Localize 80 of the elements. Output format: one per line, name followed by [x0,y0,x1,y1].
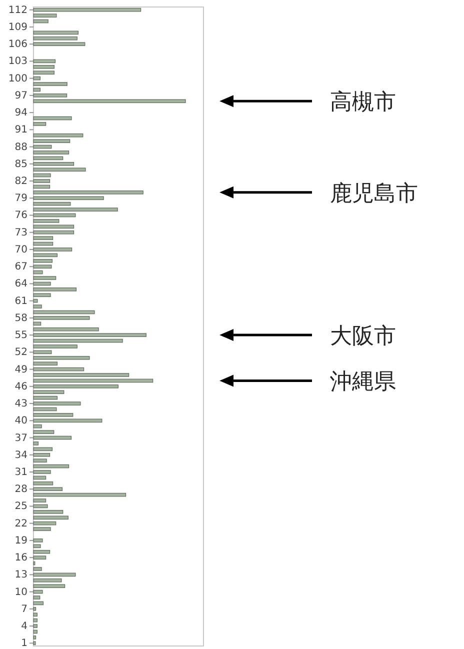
y-tick-label: 112 [8,4,28,16]
bar [33,470,51,474]
bar [33,248,72,252]
bar [33,150,70,154]
bar [33,310,95,314]
y-tick-label: 58 [14,312,28,324]
y-tick-label: 109 [8,22,28,33]
y-tick-label: 13 [14,570,28,581]
bar [33,179,50,183]
bar [33,253,58,258]
y-tick-label: 94 [14,108,28,119]
bar [33,242,54,246]
bar [33,19,48,24]
y-tick-label: 1 [21,638,28,649]
bar [33,396,58,400]
y-tick-label: 79 [14,193,28,204]
y-tick-label: 97 [14,90,28,102]
y-tick-label: 91 [14,124,28,136]
y-tick-label: 88 [14,142,28,153]
y-tick-label: 37 [14,432,28,444]
bar [33,567,42,571]
y-tick-label: 19 [14,535,28,546]
bar [33,144,52,149]
y-tick-label: 85 [14,158,28,170]
y-tick-label: 10 [14,586,28,598]
bar [33,492,126,497]
bar [33,373,130,377]
bar [33,76,40,80]
y-tick-label: 25 [14,501,28,512]
bar [33,59,56,64]
bar [33,590,43,594]
y-tick-label: 16 [14,552,28,564]
bar [33,367,84,372]
y-tick-label: 34 [14,450,28,461]
bar [33,464,70,468]
y-tick-label: 46 [14,381,28,392]
bar [33,402,81,406]
y-tick-label: 31 [14,466,28,478]
bar [33,572,76,577]
y-tick-label: 106 [8,39,28,50]
bar [33,601,44,606]
y-tick-label: 4 [21,621,28,632]
y-tick-label: 64 [14,278,28,290]
y-tick-label: 28 [14,484,28,496]
y-tick-label: 22 [14,518,28,530]
y-tick-label: 7 [21,604,28,615]
y-tick-label: 61 [14,296,28,307]
bar [33,116,72,120]
y-tick-label: 40 [14,416,28,427]
y-tick-label: 67 [14,262,28,273]
bar [33,498,46,502]
bar [33,276,56,280]
y-tick-label: 52 [14,347,28,358]
bar [33,504,48,508]
bar [33,156,64,160]
bar [33,407,57,412]
y-tick-label: 43 [14,398,28,410]
y-tick-label: 103 [8,56,28,68]
y-tick-label: 82 [14,176,28,188]
y-tick-label: 49 [14,364,28,376]
bar [33,378,154,383]
bar [33,213,76,218]
y-tick-label: 70 [14,244,28,256]
bar [33,596,40,600]
bar [33,282,51,286]
bar [33,476,46,480]
y-tick-label: 73 [14,227,28,238]
bar [33,122,46,126]
bar [33,88,40,92]
bar [33,173,51,178]
bar [33,270,43,274]
y-tick-label: 76 [14,210,28,222]
bar [33,630,38,634]
bar [33,338,123,343]
bar [33,436,72,440]
y-tick-label: 100 [8,73,28,84]
y-tick-label: 55 [14,330,28,342]
bar [33,184,50,189]
bar [33,30,78,35]
bar [33,82,68,86]
